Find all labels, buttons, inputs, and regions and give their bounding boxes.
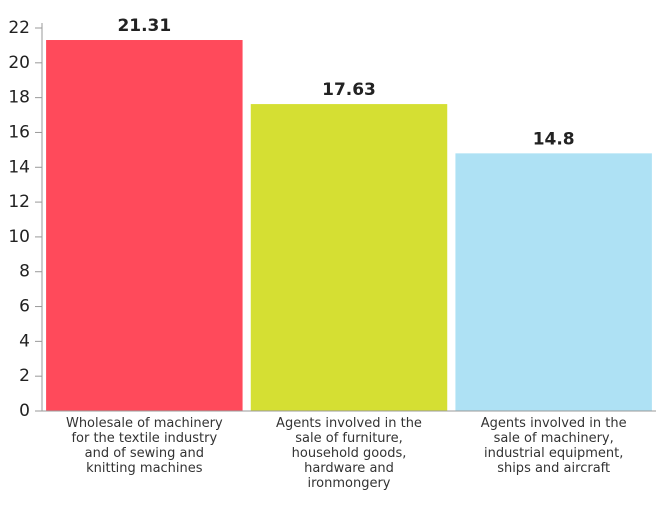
x-tick-label: Wholesale of machinery for the textile i…	[65, 416, 223, 476]
y-tick-label: 2	[19, 366, 30, 386]
y-tick-label: 8	[19, 262, 30, 282]
y-tick-label: 0	[19, 401, 30, 421]
y-tick-label: 12	[8, 192, 30, 212]
value-label: 21.31	[117, 16, 171, 36]
bar	[250, 104, 448, 411]
x-tick-label: Agents involved in the sale of machinery…	[480, 416, 627, 476]
x-tick-label: Agents involved in the sale of furniture…	[276, 416, 422, 491]
y-tick-label: 22	[8, 18, 30, 38]
value-label: 17.63	[322, 80, 376, 100]
y-tick-label: 4	[19, 331, 30, 351]
y-tick-label: 16	[8, 122, 30, 142]
y-tick-label: 14	[8, 157, 30, 177]
value-label: 14.8	[533, 129, 575, 149]
y-tick-label: 6	[19, 297, 30, 317]
y-tick-label: 20	[8, 53, 30, 73]
bar	[455, 153, 652, 411]
bar	[46, 40, 243, 412]
y-tick-label: 18	[8, 88, 30, 108]
y-tick-label: 10	[8, 227, 30, 247]
